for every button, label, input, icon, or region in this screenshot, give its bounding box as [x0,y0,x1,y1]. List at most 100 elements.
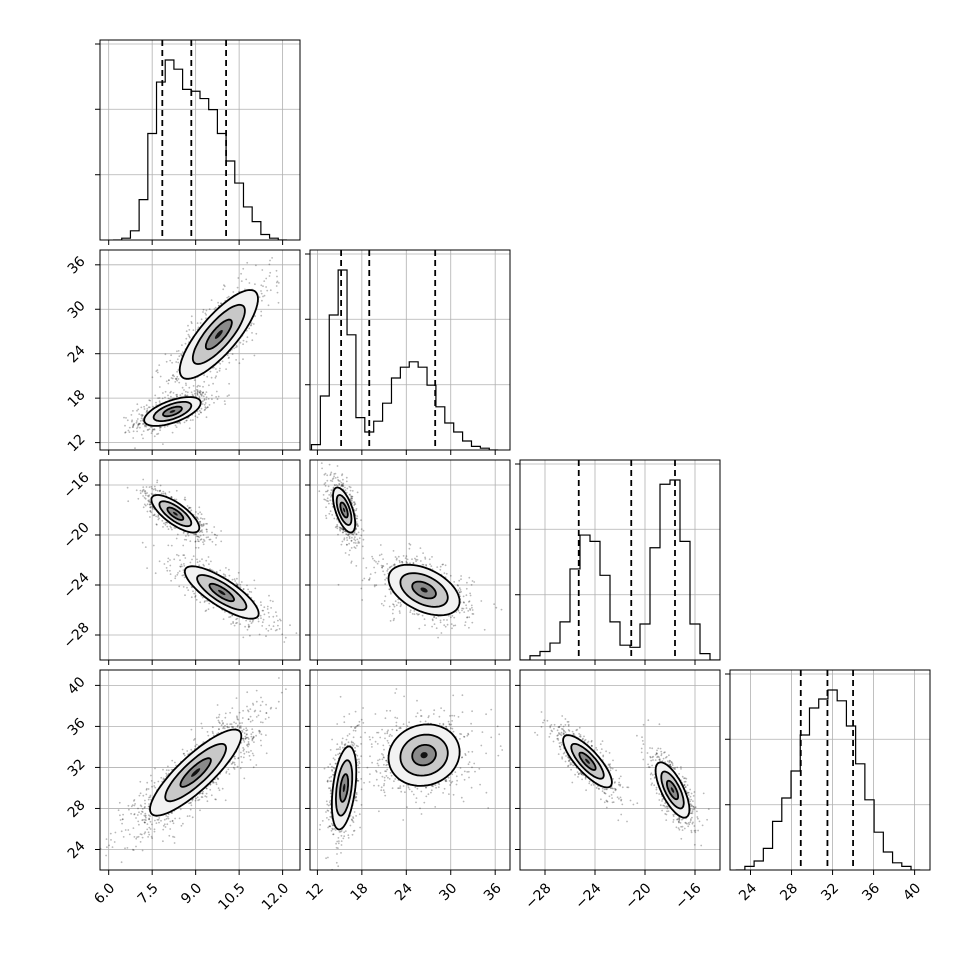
sample-point [124,425,126,427]
sample-point [147,500,149,502]
sample-point [142,795,144,797]
sample-point [146,404,148,406]
sample-point [253,755,255,757]
sample-point [396,558,398,560]
sample-point [152,406,154,408]
sample-point [458,580,460,582]
sample-point [188,535,190,537]
sample-point [215,396,217,398]
sample-point [445,564,447,566]
sample-point [187,589,189,591]
sample-point [182,351,184,353]
sample-point [206,396,208,398]
sample-point [473,613,475,615]
sample-point [162,443,164,445]
sample-point [179,394,181,396]
sample-point [210,561,212,563]
sample-point [260,601,262,603]
sample-point [229,712,231,714]
sample-point [338,584,340,586]
sample-point [269,264,271,266]
sample-point [350,498,352,500]
sample-point [194,596,196,598]
sample-point [214,534,216,536]
sample-point [159,386,161,388]
sample-point [154,486,156,488]
sample-point [189,507,191,509]
sample-point [330,472,332,474]
sample-point [328,503,330,505]
sample-point [233,348,235,350]
sample-point [337,526,339,528]
sample-point [202,791,204,793]
sample-point [157,372,159,374]
sample-point [127,847,129,849]
sample-point [191,729,193,731]
sample-point [453,581,455,583]
sample-point [152,376,154,378]
sample-point [200,322,202,324]
sample-point [255,333,257,335]
sample-point [259,296,261,298]
sample-point [392,603,394,605]
sample-point [210,539,212,541]
sample-point [409,611,411,613]
sample-point [443,619,445,621]
sample-point [204,540,206,542]
sample-point [450,575,452,577]
sample-point [216,371,218,373]
histogram-bar [791,771,800,870]
sample-point [471,605,473,607]
sample-point [389,567,391,569]
sample-point [125,417,127,419]
sample-point [261,625,263,627]
sample-point [139,795,141,797]
sample-point [228,616,230,618]
sample-point [318,490,320,492]
sample-point [149,501,151,503]
sample-point [445,626,447,628]
sample-point [399,612,401,614]
sample-point [202,541,204,543]
sample-point [143,423,145,425]
sample-point [375,584,377,586]
sample-point [385,595,387,597]
sample-point [346,488,348,490]
sample-point [271,257,273,259]
sample-point [348,543,350,545]
sample-point [457,585,459,587]
sample-point [501,609,503,611]
sample-point [160,376,162,378]
sample-point [379,554,381,556]
sample-point [183,554,185,556]
sample-point [201,531,203,533]
sample-point [277,281,279,283]
sample-point [357,492,359,494]
sample-point [215,544,217,546]
sample-point [372,558,374,560]
sample-point [440,620,442,622]
sample-point [263,280,265,282]
sample-point [166,567,168,569]
sample-point [181,344,183,346]
sample-point [468,616,470,618]
sample-point [363,558,365,560]
sample-point [150,511,152,513]
sample-point [247,336,249,338]
sample-point [384,574,386,576]
sample-point [355,542,357,544]
sample-point [262,610,264,612]
sample-point [354,540,356,542]
sample-point [142,495,144,497]
sample-point [144,497,146,499]
sample-point [276,276,278,278]
sample-point [169,491,171,493]
y-tick-label: 30 [65,298,89,322]
sample-point [201,558,203,560]
sample-point [393,618,395,620]
sample-point [179,570,181,572]
histogram-bins [113,40,287,240]
sample-point [382,558,384,560]
sample-point [129,431,131,433]
sample-point [202,518,204,520]
